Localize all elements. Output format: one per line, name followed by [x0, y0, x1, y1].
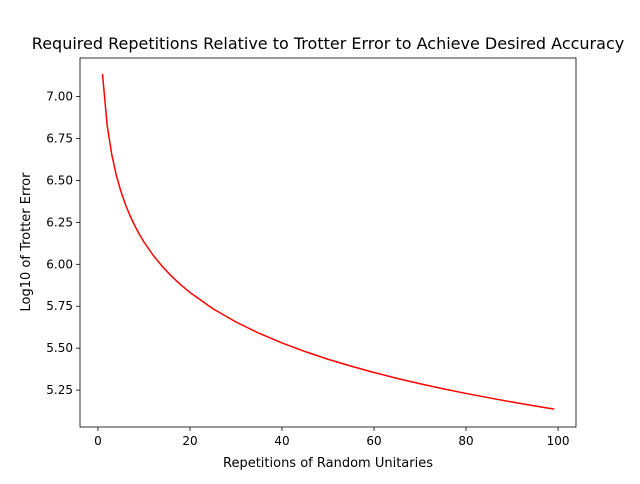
y-tick-label: 5.50: [46, 341, 73, 355]
x-tick-label: 40: [274, 434, 289, 448]
y-tick-label: 6.00: [46, 257, 73, 271]
axes-frame: [79, 57, 577, 428]
y-tick-label: 6.75: [46, 132, 73, 146]
plot-area: [101, 73, 555, 410]
x-tick-label: 100: [547, 434, 570, 448]
axes: 0 20 40 60 80 100 5.25 5.50 5.75 6.00 6.25 6.50 6.75…: [46, 57, 577, 448]
x-tick-label: 80: [458, 434, 473, 448]
chart-title: Required Repetitions Relative to Trotter…: [32, 34, 624, 53]
y-axis-label: Log10 of Trotter Error: [19, 172, 34, 312]
y-tick-label: 6.50: [46, 173, 73, 187]
y-tick-label: 6.25: [46, 215, 73, 229]
y-tick-label: 7.00: [46, 90, 73, 104]
series-line-0: [101, 73, 555, 410]
x-tick-label: 0: [94, 434, 102, 448]
x-tick-label: 60: [366, 434, 381, 448]
y-tick-label: 5.75: [46, 299, 73, 313]
y-tick-label: 5.25: [46, 383, 73, 397]
x-axis-label: Repetitions of Random Unitaries: [223, 456, 433, 471]
x-tick-label: 20: [182, 434, 197, 448]
